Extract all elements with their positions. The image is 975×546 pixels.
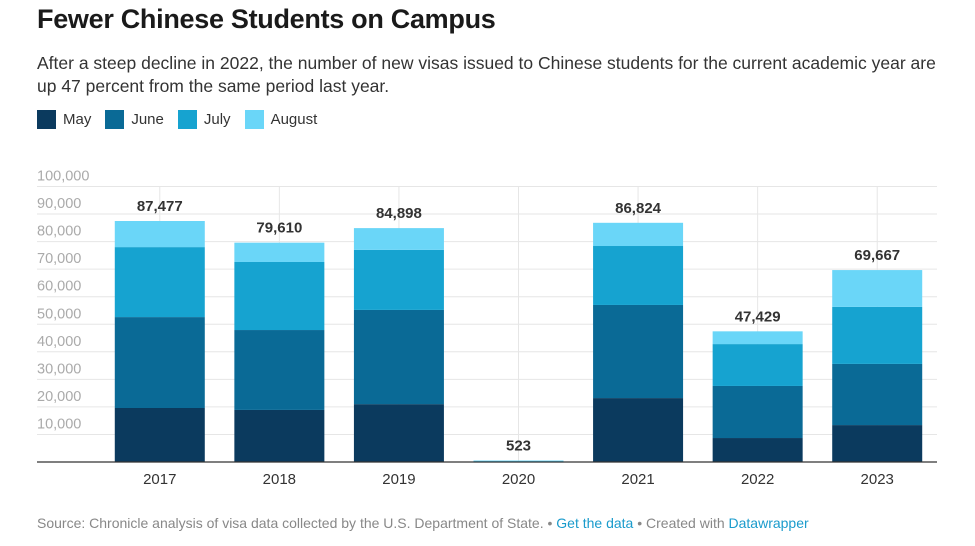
legend-label: May (63, 111, 92, 128)
bar-august-2019 (353, 228, 444, 250)
y-tick-label: 90,000 (37, 196, 81, 212)
y-tick-label: 40,000 (37, 334, 81, 350)
bar-july-2019 (353, 249, 444, 310)
bar-july-2021 (593, 246, 684, 305)
legend-item-june: June (105, 110, 164, 129)
total-label-2019: 84,898 (376, 205, 422, 222)
y-tick-label: 70,000 (37, 251, 81, 267)
legend-label: August (270, 111, 318, 128)
bar-august-2020 (473, 460, 564, 462)
bar-june-2023 (832, 363, 923, 426)
total-label-2018: 79,610 (256, 220, 302, 237)
legend: May June July August (37, 110, 317, 129)
x-tick-label: 2021 (621, 471, 654, 488)
total-label-2023: 69,667 (854, 247, 900, 264)
x-tick-label: 2017 (143, 471, 176, 488)
bar-june-2018 (234, 330, 325, 410)
bar-july-2018 (234, 261, 325, 331)
bar-june-2017 (114, 317, 205, 409)
x-tick-label: 2020 (502, 471, 535, 488)
bar-august-2023 (832, 270, 923, 307)
y-tick-label: 100,000 (37, 169, 89, 185)
total-label-2022: 47,429 (735, 308, 781, 325)
bar-may-2023 (832, 425, 923, 462)
y-tick-label: 30,000 (37, 361, 81, 377)
bar-june-2021 (593, 304, 684, 399)
legend-swatch (244, 110, 264, 129)
legend-swatch (177, 110, 197, 129)
total-label-2017: 87,477 (137, 198, 183, 215)
chart-title: Fewer Chinese Students on Campus (37, 4, 496, 34)
bar-august-2022 (712, 331, 803, 345)
bar-may-2022 (712, 438, 803, 462)
legend-item-may: May (37, 110, 91, 129)
get-data-link[interactable]: Get the data (556, 515, 634, 531)
y-tick-label: 50,000 (37, 306, 81, 322)
bar-august-2021 (593, 222, 684, 247)
x-tick-label: 2023 (861, 471, 894, 488)
footer: Source: Chronicle analysis of visa data … (37, 515, 809, 531)
legend-swatch (105, 110, 125, 129)
legend-item-august: August (244, 110, 318, 129)
source-text: Source: Chronicle analysis of visa data … (37, 515, 553, 531)
bar-may-2021 (593, 398, 684, 462)
legend-label: June (131, 111, 164, 128)
bar-july-2023 (832, 306, 923, 364)
legend-item-july: July (177, 110, 231, 129)
total-label-2020: 523 (506, 438, 531, 455)
bar-july-2017 (114, 247, 205, 318)
y-tick-label: 10,000 (37, 416, 81, 432)
bar-june-2022 (712, 385, 803, 439)
bar-july-2022 (712, 344, 803, 386)
legend-label: July (203, 111, 231, 128)
x-tick-label: 2018 (263, 471, 296, 488)
y-tick-label: 60,000 (37, 279, 81, 295)
x-tick-label: 2019 (382, 471, 415, 488)
created-with-text: • Created with (637, 515, 725, 531)
x-tick-label: 2022 (741, 471, 774, 488)
bar-may-2018 (234, 409, 325, 462)
bar-may-2019 (353, 404, 444, 462)
bar-june-2019 (353, 309, 444, 405)
chart-subtitle: After a steep decline in 2022, the numbe… (37, 53, 936, 96)
datawrapper-link[interactable]: Datawrapper (728, 515, 809, 531)
legend-swatch (37, 110, 56, 129)
y-tick-label: 80,000 (37, 224, 81, 240)
bar-august-2017 (114, 221, 205, 248)
y-tick-label: 20,000 (37, 389, 81, 405)
bar-may-2017 (114, 408, 205, 462)
bar-august-2018 (234, 242, 325, 262)
total-label-2021: 86,824 (615, 200, 662, 217)
